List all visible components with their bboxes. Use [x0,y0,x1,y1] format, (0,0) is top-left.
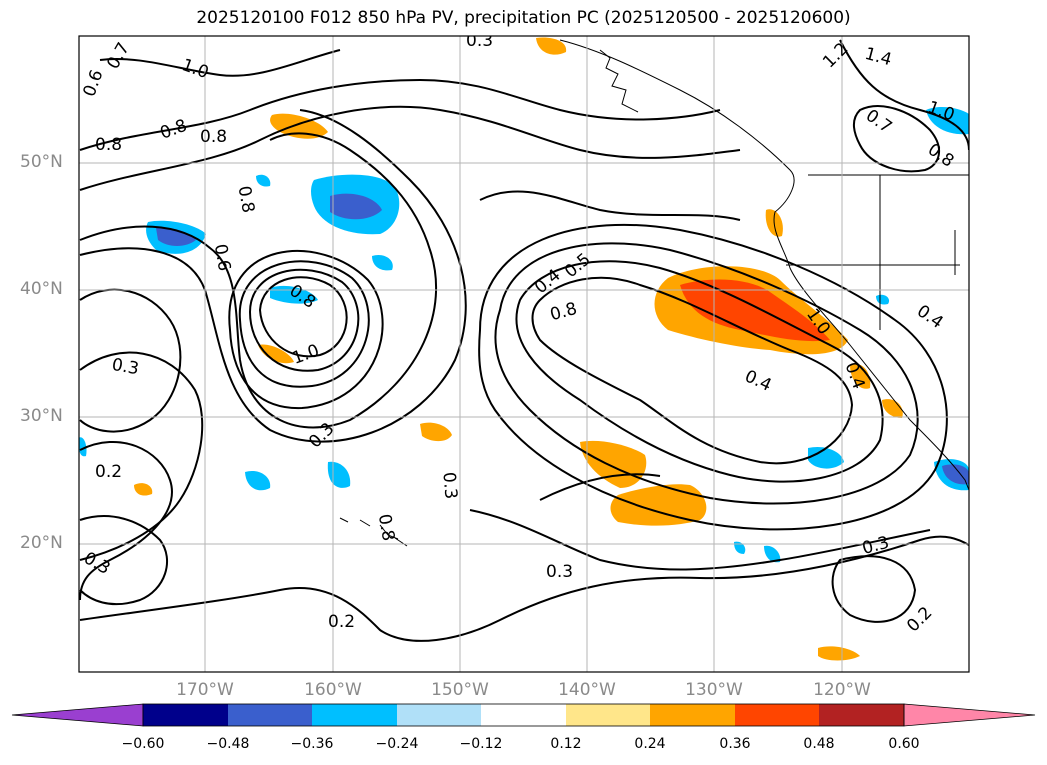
alaska-islands [599,49,639,113]
colorbar-bin-7 [650,704,735,726]
colorbar-tick: 0.12 [550,736,582,752]
colorbar-bin-3 [312,704,397,726]
precip-neg-core-1 [330,193,382,220]
north-america-coast [559,39,969,491]
contour-label: 0.8 [374,513,398,543]
lat-label-30n: 30°N [20,406,63,426]
colorbar-arrow-left [11,703,144,727]
precip-neg-core-7 [942,464,969,485]
colorbar-arrow-right [903,703,1036,727]
colorbar-bin-6 [566,704,650,726]
pv-contour-low-1 [258,276,348,358]
colorbar-tick: −0.12 [459,736,503,752]
precip-blob-nw [270,113,328,139]
precip-blob-low [258,344,294,364]
pv-contour-ridge-4 [478,223,948,531]
pv-contours [79,39,969,642]
colorbar-bin-8 [735,704,819,726]
colorbar-tick: 0.36 [719,736,751,752]
pv-contour-north-1 [79,78,721,151]
precip-blob-hawaii-n [420,422,452,442]
plot-frame [78,35,970,673]
lat-label-50n: 50°N [20,152,63,172]
precip-neg-blob-12 [764,545,781,563]
pv-contour-west-low [79,288,182,433]
precip-neg-blob-5 [245,470,271,491]
precip-neg-blob-11 [256,174,271,187]
colorbar-bin-1 [143,704,228,726]
gridlines [79,36,969,672]
precip-neg-blob-10 [79,437,87,457]
pv-contour-ridge-3 [494,242,919,505]
pv-contour-south-1 [79,535,969,642]
pv-contour-ne-1 [839,39,969,151]
colorbar [11,703,1036,727]
colorbar-bin-4 [397,704,481,726]
pv-contour-low-2 [248,268,360,372]
lon-label-140w: 140°W [558,680,616,700]
pv-contour-mid-1 [539,473,661,501]
pv-contour-ne-2 [853,105,940,173]
lon-label-160w: 160°W [304,680,362,700]
pv-contour-central-1 [479,190,741,221]
colorbar-bin-2 [228,704,312,726]
contour-label: 0.8 [234,184,258,214]
lon-label-130w: 130°W [685,680,743,700]
pv-contour-sw-1 [79,515,169,606]
pv-contour-wide-1 [79,351,204,561]
precip-neg-blob-9 [372,254,393,271]
precip-neg-blob-13 [734,541,746,554]
pv-contour-trough-2 [79,109,467,443]
pv-contour-low-4 [228,250,384,410]
precip-blob-southwest [610,484,707,526]
precip-blob-west [134,483,153,496]
pv-contour-se-1 [831,555,917,623]
colorbar-tick: 0.24 [634,736,666,752]
lon-label-120w: 120°W [813,680,871,700]
precip-neg-core-2 [156,227,196,246]
contour-label: 0.3 [438,471,460,500]
pv-contour-north-2 [79,105,741,191]
pv-contour-low-3 [238,260,370,388]
pv-contour-ridge-1 [531,276,854,465]
precip-blob-coast [850,363,871,389]
contour-label: 0.3 [466,31,493,51]
colorbar-tick: 0.60 [888,736,920,752]
pv-contour-trough-1 [79,132,438,429]
hawaii-islands [339,517,408,547]
lon-label-170w: 170°W [176,680,234,700]
lat-label-20n: 20°N [20,533,63,553]
precip-blob-top [536,37,567,55]
pv-contour-north-3 [99,49,341,77]
colorbar-frame [142,703,905,727]
lon-label-150w: 150°W [431,680,489,700]
colorbar-bin-9 [819,704,904,726]
colorbar-tick: −0.36 [290,736,334,752]
precip-neg-blob-14 [876,294,890,305]
colorbar-bin-5 [481,704,566,726]
pv-contour-ridge-2 [515,260,884,483]
pv-contour-wide-2 [79,441,173,601]
contour-label: 0.3 [110,355,140,379]
colorbar-tick: −0.60 [121,736,165,752]
colorbar-tick: 0.48 [803,736,835,752]
precip-blob-south [580,440,647,488]
contour-label: 0.3 [546,562,573,582]
precip-neg-blob-6 [808,446,844,469]
lat-label-40n: 40°N [20,279,63,299]
colorbar-tick: −0.48 [206,736,250,752]
contour-label: 0.2 [95,462,122,482]
precip-blob-far-south [818,646,860,661]
map-title: 2025120100 F012 850 hPa PV, precipitatio… [196,8,851,28]
pv-contour-south-2 [469,509,931,571]
contour-label: 0.6 [210,243,234,273]
contour-label: 0.2 [328,612,355,632]
contour-label: 0.8 [95,135,122,155]
colorbar-tick: −0.24 [375,736,419,752]
precip-positive-shading [134,37,903,661]
coastlines [339,39,969,547]
contour-label: 0.8 [200,127,227,147]
